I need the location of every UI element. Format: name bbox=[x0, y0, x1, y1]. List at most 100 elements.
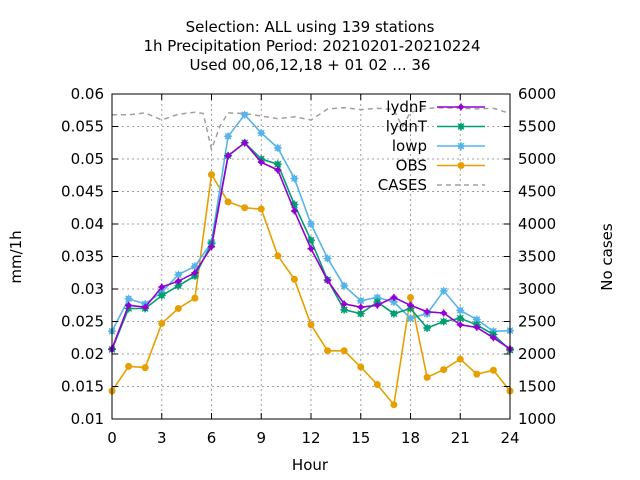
y-tick-label: 0.02 bbox=[71, 345, 104, 363]
data-point-obs bbox=[125, 362, 133, 370]
x-tick-label: 21 bbox=[451, 429, 470, 447]
y-tick-label: 0.01 bbox=[71, 410, 104, 428]
x-tick-label: 3 bbox=[157, 429, 167, 447]
data-point-lydnf bbox=[340, 300, 348, 308]
data-point-lowp bbox=[356, 296, 365, 305]
title-line-1: Selection: ALL using 139 stations bbox=[186, 18, 435, 36]
legend-label-lydnf: lydnF bbox=[386, 98, 427, 116]
legend-entry-lydnt: lydnT bbox=[386, 118, 485, 136]
series-cases bbox=[112, 106, 511, 152]
data-point-lydnt bbox=[456, 314, 465, 323]
data-point-lydnf bbox=[407, 301, 414, 309]
y2-tick-label: 5000 bbox=[518, 150, 556, 168]
legend-marker-obs bbox=[457, 162, 465, 169]
data-point-lowp bbox=[439, 286, 448, 295]
y2-tick-label: 1500 bbox=[518, 378, 556, 396]
y-tick-label: 0.055 bbox=[61, 118, 104, 136]
y-tick-label: 0.06 bbox=[71, 85, 104, 103]
data-point-obs bbox=[357, 363, 365, 371]
y2-tick-label: 1000 bbox=[518, 410, 556, 428]
y-tick-label: 0.015 bbox=[61, 378, 104, 396]
legend-entry-cases: CASES bbox=[378, 176, 485, 194]
data-point-lydnf bbox=[191, 269, 199, 277]
data-point-lowp bbox=[323, 254, 332, 263]
title-line-2: 1h Precipitation Period: 20210201-202102… bbox=[143, 37, 480, 55]
series-line-cases bbox=[112, 106, 511, 152]
y-tick-label: 0.04 bbox=[71, 215, 104, 233]
data-point-obs bbox=[473, 370, 481, 378]
legend-label-lydnt: lydnT bbox=[386, 118, 428, 136]
data-point-lydnf bbox=[125, 301, 133, 309]
data-point-obs bbox=[324, 347, 332, 355]
grid bbox=[111, 93, 511, 420]
data-point-obs bbox=[423, 373, 431, 381]
y2-tick-label: 4500 bbox=[518, 183, 556, 201]
x-tick-label: 18 bbox=[401, 429, 420, 447]
y2-tick-label: 2000 bbox=[518, 345, 556, 363]
y2-tick-label: 4000 bbox=[518, 215, 556, 233]
series-lydnf bbox=[108, 139, 514, 353]
y2-axis-title: No cases bbox=[598, 223, 616, 291]
data-point-lowp bbox=[224, 132, 233, 141]
data-point-obs bbox=[191, 294, 199, 302]
data-point-lowp bbox=[456, 306, 465, 315]
y-tick-label: 0.05 bbox=[71, 150, 104, 168]
x-tick-label: 12 bbox=[301, 429, 320, 447]
data-point-lydnf bbox=[423, 308, 431, 316]
data-point-obs bbox=[340, 347, 348, 355]
data-point-lydnf bbox=[208, 243, 215, 251]
data-point-lydnf bbox=[489, 334, 497, 342]
data-point-lydnf bbox=[324, 277, 332, 285]
data-point-lydnt bbox=[439, 317, 448, 326]
data-point-obs bbox=[257, 205, 265, 213]
data-point-obs bbox=[274, 252, 282, 260]
data-point-lydnf bbox=[257, 158, 265, 166]
legend-marker-lowp bbox=[457, 142, 465, 150]
data-point-lydnt bbox=[356, 309, 365, 318]
data-point-lydnt bbox=[340, 305, 349, 314]
data-point-obs bbox=[290, 275, 298, 283]
data-point-obs bbox=[307, 321, 315, 329]
y-tick-label: 0.025 bbox=[61, 313, 104, 331]
y2-tick-label: 6000 bbox=[518, 85, 556, 103]
data-point-lowp bbox=[257, 129, 266, 137]
legend-label-obs: OBS bbox=[396, 157, 427, 175]
legend-entry-obs: OBS bbox=[396, 157, 485, 175]
data-point-obs bbox=[224, 198, 232, 206]
x-axis-title: Hour bbox=[292, 456, 329, 474]
data-point-obs bbox=[440, 366, 448, 374]
data-point-lydnf bbox=[473, 323, 481, 331]
data-point-lowp bbox=[240, 110, 249, 119]
data-point-obs bbox=[456, 355, 464, 363]
y-tick-label: 0.045 bbox=[61, 183, 104, 201]
data-point-lowp bbox=[174, 270, 183, 279]
x-tick-label: 15 bbox=[351, 429, 370, 447]
y2-tick-label: 2500 bbox=[518, 313, 556, 331]
data-point-lydnt bbox=[423, 324, 432, 332]
data-point-lydnf bbox=[141, 303, 149, 311]
legend-marker-lydnf bbox=[457, 103, 465, 111]
y-tick-label: 0.03 bbox=[71, 280, 104, 298]
series-obs bbox=[108, 171, 514, 409]
data-point-lydnt bbox=[389, 309, 398, 318]
data-point-obs bbox=[373, 381, 381, 389]
data-point-lydnf bbox=[390, 293, 398, 301]
data-point-lydnf bbox=[357, 303, 365, 311]
data-point-lydnf bbox=[174, 277, 182, 285]
plot-series bbox=[108, 106, 514, 409]
data-point-obs bbox=[158, 319, 166, 327]
y2-tick-label: 3500 bbox=[518, 248, 556, 266]
data-point-obs bbox=[174, 305, 182, 312]
data-point-lydnf bbox=[274, 166, 282, 174]
x-tick-label: 9 bbox=[256, 429, 266, 447]
title-line-3: Used 00,06,12,18 + 01 02 ... 36 bbox=[190, 56, 431, 74]
legend-marker-lydnt bbox=[457, 122, 465, 131]
data-point-obs bbox=[208, 171, 215, 179]
data-point-lydnf bbox=[158, 283, 166, 291]
legend-entry-lydnf: lydnF bbox=[386, 98, 485, 116]
data-point-lydnf bbox=[241, 139, 249, 147]
data-point-lydnf bbox=[307, 245, 315, 253]
y2-tick-label: 3000 bbox=[518, 280, 556, 298]
data-point-lydnf bbox=[440, 309, 448, 317]
